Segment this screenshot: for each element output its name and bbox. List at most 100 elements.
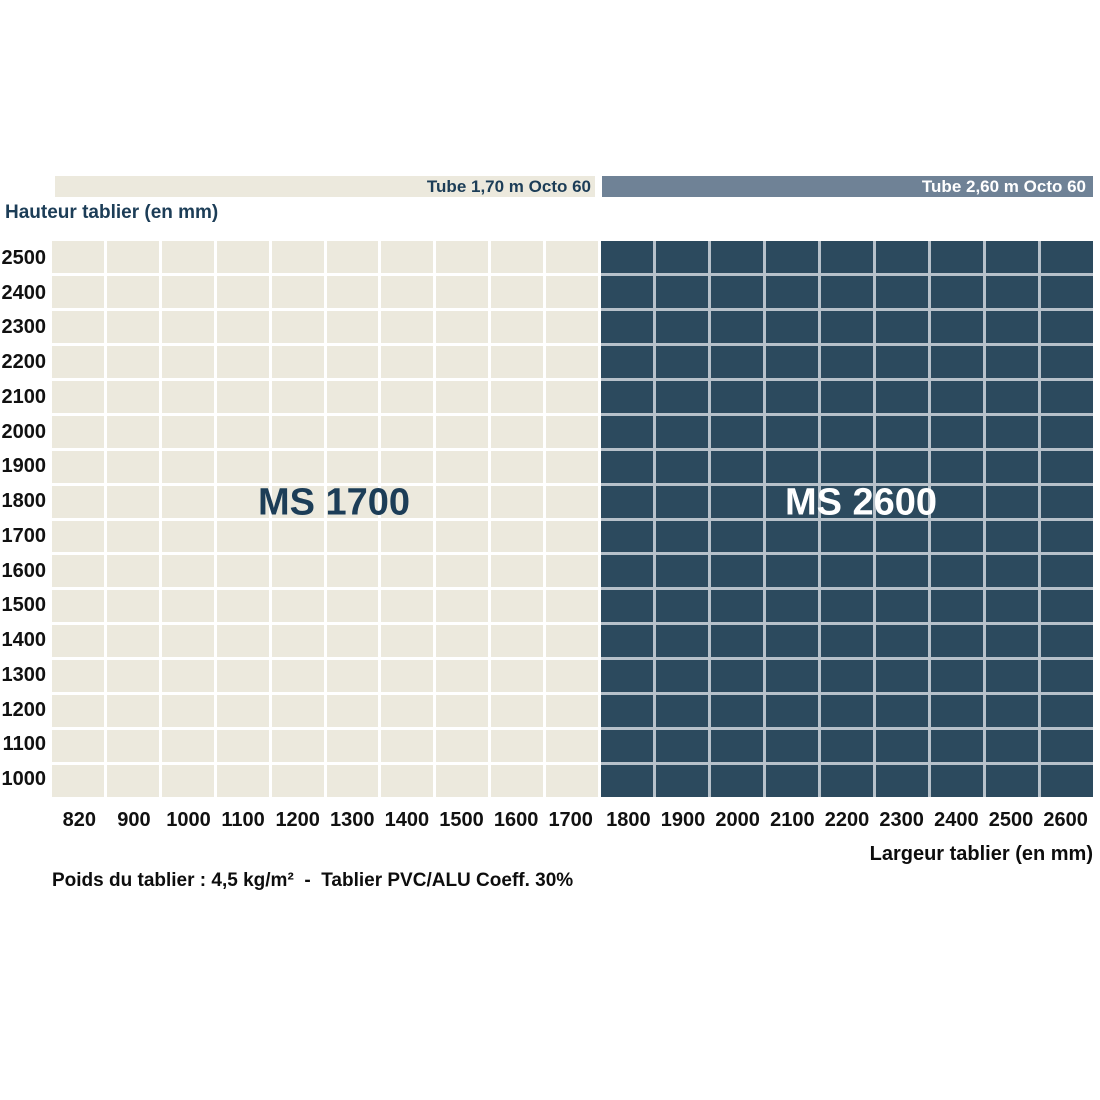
- grid-cell: [52, 695, 104, 728]
- grid-cell: [1041, 625, 1093, 658]
- grid-cell: [1041, 730, 1093, 763]
- grid-cell: [106, 765, 159, 797]
- grid-cell: [161, 660, 214, 693]
- grid-cell: [491, 625, 544, 658]
- grid-cell: [986, 730, 1038, 763]
- grid-cell: [271, 241, 324, 273]
- grid-cell: [161, 241, 214, 273]
- x-tick-label: 2400: [934, 809, 979, 831]
- grid-cell: [931, 380, 983, 413]
- grid-cell: [436, 555, 489, 588]
- grid-cell: [52, 520, 104, 553]
- grid-cell: [931, 310, 983, 343]
- y-tick-label: 1200: [1, 698, 47, 721]
- x-tick-label: 1100: [221, 809, 265, 831]
- grid-cell: [711, 730, 763, 763]
- grid-cell: [381, 310, 434, 343]
- grid-cell: [491, 380, 544, 413]
- grid-cell: [546, 730, 598, 763]
- x-tick-label: 1000: [166, 809, 211, 831]
- grid-cell: [52, 660, 104, 693]
- grid-cell: [271, 625, 324, 658]
- grid-cell: [106, 345, 159, 378]
- grid-cell: [711, 660, 763, 693]
- grid-cell: [381, 450, 434, 483]
- grid-cell: [766, 555, 818, 588]
- grid-cell: [1041, 695, 1093, 728]
- grid-cell: [601, 765, 653, 797]
- grid-cell: [161, 450, 214, 483]
- grid-cell: [931, 275, 983, 308]
- grid-cell: [711, 275, 763, 308]
- grid-cell: [931, 765, 983, 797]
- grid-cell: [436, 345, 489, 378]
- x-axis-ticks: 820 900 1000 1100 1200 1300 1400 1500 1600 1700 18…: [0, 809, 1100, 835]
- grid-cell: [1041, 415, 1093, 448]
- x-tick-label: 2500: [988, 809, 1034, 831]
- grid-cell: [52, 450, 104, 483]
- grid-cell: [52, 555, 104, 588]
- grid-cell: [161, 520, 214, 553]
- grid-cell: [436, 660, 489, 693]
- grid-cell: [436, 765, 489, 797]
- grid-cell: [821, 450, 873, 483]
- grid-cell: [766, 590, 818, 623]
- grid-cell: [876, 450, 928, 483]
- grid-cell: [381, 380, 434, 413]
- grid-cell: [711, 625, 763, 658]
- y-tick-label: 2300: [1, 316, 47, 339]
- x-tick-label: 1800: [606, 809, 651, 831]
- grid-cell: [106, 520, 159, 553]
- grid-cell: [271, 275, 324, 308]
- grid-cell: [601, 241, 653, 273]
- grid-cell: [271, 555, 324, 588]
- grid-cell: [986, 660, 1038, 693]
- grid-cell: [766, 275, 818, 308]
- grid-cell: [381, 765, 434, 797]
- grid-cell: [986, 310, 1038, 343]
- grid-cell: [711, 415, 763, 448]
- grid-region-ms1700: [52, 241, 598, 797]
- grid-cell: [821, 520, 873, 553]
- grid-cell: [326, 660, 379, 693]
- grid-cell: [436, 241, 489, 273]
- grid-cell: [491, 660, 544, 693]
- grid-cell: [766, 380, 818, 413]
- grid-cell: [601, 520, 653, 553]
- grid-cell: [52, 485, 104, 518]
- grid-cell: [161, 275, 214, 308]
- y-tick-label: 1700: [1, 524, 47, 547]
- grid-cell: [216, 765, 269, 797]
- grid-cell: [986, 625, 1038, 658]
- grid-cell: [821, 380, 873, 413]
- grid-cell: [326, 415, 379, 448]
- grid-cell: [326, 380, 379, 413]
- grid-cell: [161, 380, 214, 413]
- grid-cell: [216, 345, 269, 378]
- grid-cell: [491, 555, 544, 588]
- x-tick-label: 2600: [1043, 809, 1088, 831]
- grid-cell: [546, 765, 598, 797]
- grid-cell: [1041, 345, 1093, 378]
- grid-cell: [766, 695, 818, 728]
- grid-cell: [216, 380, 269, 413]
- grid-cell: [766, 520, 818, 553]
- grid-cell: [1041, 275, 1093, 308]
- grid-cell: [986, 275, 1038, 308]
- grid-cell: [876, 625, 928, 658]
- grid-cell: [656, 241, 708, 273]
- y-tick-label: 2500: [1, 246, 47, 269]
- grid-cell: [601, 415, 653, 448]
- grid-cell: [1041, 520, 1093, 553]
- header-bar-tube-1-70-label: Tube 1,70 m Octo 60: [426, 177, 591, 196]
- grid-cell: [766, 345, 818, 378]
- grid-cell: [491, 485, 544, 518]
- grid-cell: [52, 345, 104, 378]
- grid-cell: [766, 765, 818, 797]
- x-tick-label: 2300: [879, 809, 924, 831]
- grid-cell: [821, 310, 873, 343]
- grid-cell: [931, 730, 983, 763]
- grid-cell: [876, 275, 928, 308]
- grid-cell: [546, 450, 598, 483]
